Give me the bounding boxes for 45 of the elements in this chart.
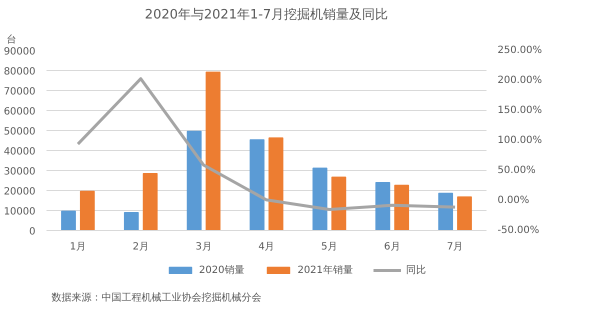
bar [250, 139, 264, 230]
bar [61, 210, 76, 230]
y-axis-title: 台 [6, 34, 16, 46]
x-tick-label: 4月 [258, 242, 275, 252]
bar [394, 184, 410, 230]
bar [186, 130, 202, 230]
y2-tick-label: 250.00% [498, 45, 542, 56]
bar [80, 190, 95, 230]
x-tick-label: 2月 [132, 242, 149, 252]
bar [124, 212, 139, 230]
legend-label: 同比 [406, 264, 426, 277]
chart-title: 2020年与2021年1-7月挖掘机销量及同比 [144, 8, 388, 22]
y-tick-label: 90000 [4, 46, 36, 58]
source-note: 数据来源：中国工程机械工业协会挖掘机械分会 [52, 292, 262, 304]
y-tick-label: 0 [29, 226, 36, 238]
x-tick-label: 6月 [384, 242, 400, 252]
y2-tick-label: 200.00% [498, 75, 542, 86]
bar [457, 196, 472, 230]
y2-tick-label: -50.00% [498, 225, 540, 236]
bar [375, 182, 390, 230]
y-tick-label: 40000 [4, 146, 36, 158]
x-tick-label: 7月 [446, 242, 464, 252]
y2-tick-label: 0.00% [498, 195, 530, 206]
x-tick-label: 1月 [70, 242, 86, 252]
bar [312, 168, 328, 230]
x-tick-label: 3月 [195, 242, 212, 252]
y2-tick-label: 150.00% [498, 105, 542, 116]
legend-label: 2020销量 [199, 264, 244, 277]
y-tick-label: 70000 [4, 86, 36, 98]
y-tick-label: 20000 [4, 186, 36, 198]
bar [268, 137, 284, 230]
legend-label: 2021年销量 [297, 264, 353, 277]
bar [331, 176, 346, 230]
y-tick-label: 60000 [4, 106, 36, 118]
y-tick-label: 10000 [4, 206, 36, 218]
y-tick-label: 80000 [4, 66, 36, 78]
bar [206, 72, 220, 230]
y2-tick-label: 100.00% [498, 135, 542, 146]
y-tick-label: 50000 [4, 126, 36, 138]
bar [142, 173, 158, 230]
x-tick-label: 5月 [321, 242, 338, 252]
y2-tick-label: 50.00% [498, 165, 536, 176]
y-tick-label: 30000 [4, 166, 36, 178]
bar [438, 192, 454, 230]
line-series [76, 77, 457, 211]
